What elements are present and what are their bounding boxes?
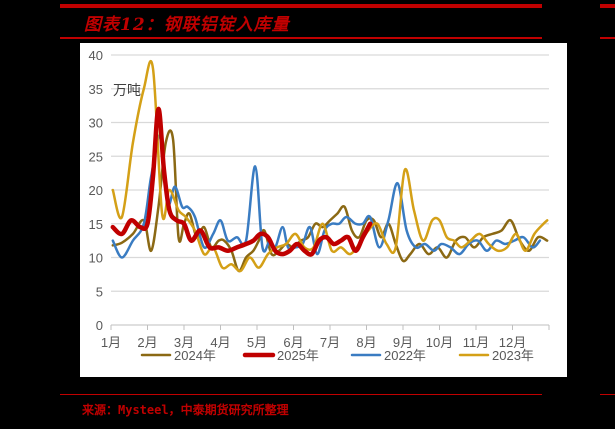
header-rule-bottom-right xyxy=(600,37,615,39)
series-line-2024年 xyxy=(111,129,549,273)
unit-label: 万吨 xyxy=(113,82,141,98)
x-tick-label: 5月 xyxy=(247,335,267,350)
footer-rule xyxy=(60,394,542,395)
header-rule-bottom xyxy=(60,37,542,39)
y-tick-label: 5 xyxy=(96,284,103,299)
line-chart: 0 5 10 15 20 25 30 35 40 1月 2月 3月 4月 5月 6月 7月 8月 9月 10月 11月… xyxy=(89,48,550,363)
source-note: 来源：Mysteel，中泰期货研究所整理 xyxy=(82,403,289,417)
x-tick-label: 10月 xyxy=(426,335,453,350)
x-tick-label: 11月 xyxy=(463,335,490,350)
x-tick-label: 8月 xyxy=(356,335,376,350)
header-rule-top-right xyxy=(600,4,615,8)
legend-label: 2024年 xyxy=(174,348,216,363)
x-tick-label: 12月 xyxy=(499,335,526,350)
x-tick-label: 4月 xyxy=(210,335,230,350)
x-tick-label: 7月 xyxy=(320,335,340,350)
y-tick-label: 15 xyxy=(89,217,103,232)
series-line-2025年 xyxy=(110,106,373,257)
x-tick-label: 2月 xyxy=(137,335,157,350)
x-tick-label: 1月 xyxy=(101,335,121,350)
legend-label: 2022年 xyxy=(384,348,426,363)
header-rule-top xyxy=(60,4,542,8)
x-tick-label: 6月 xyxy=(283,335,303,350)
y-tick-label: 10 xyxy=(89,251,103,266)
chart-panel: 0 5 10 15 20 25 30 35 40 1月 2月 3月 4月 5月 6月 7月 8月 9月 10月 11月… xyxy=(80,43,567,377)
y-tick-label: 30 xyxy=(89,116,103,131)
y-tick-label: 20 xyxy=(89,183,103,198)
legend-label: 2023年 xyxy=(492,348,534,363)
x-tick-label: 3月 xyxy=(174,335,194,350)
series-line-2023年 xyxy=(111,59,549,273)
y-tick-label: 35 xyxy=(89,82,103,97)
y-tick-label: 25 xyxy=(89,149,103,164)
y-tick-label: 0 xyxy=(96,318,103,333)
footer-rule-right xyxy=(600,394,615,395)
x-tick-label: 9月 xyxy=(393,335,413,350)
legend-label: 2025年 xyxy=(277,348,319,363)
y-tick-label: 40 xyxy=(89,48,103,63)
figure-title: 图表12：钢联铝锭入库量 xyxy=(84,15,290,35)
series-line-2022年 xyxy=(111,134,542,259)
